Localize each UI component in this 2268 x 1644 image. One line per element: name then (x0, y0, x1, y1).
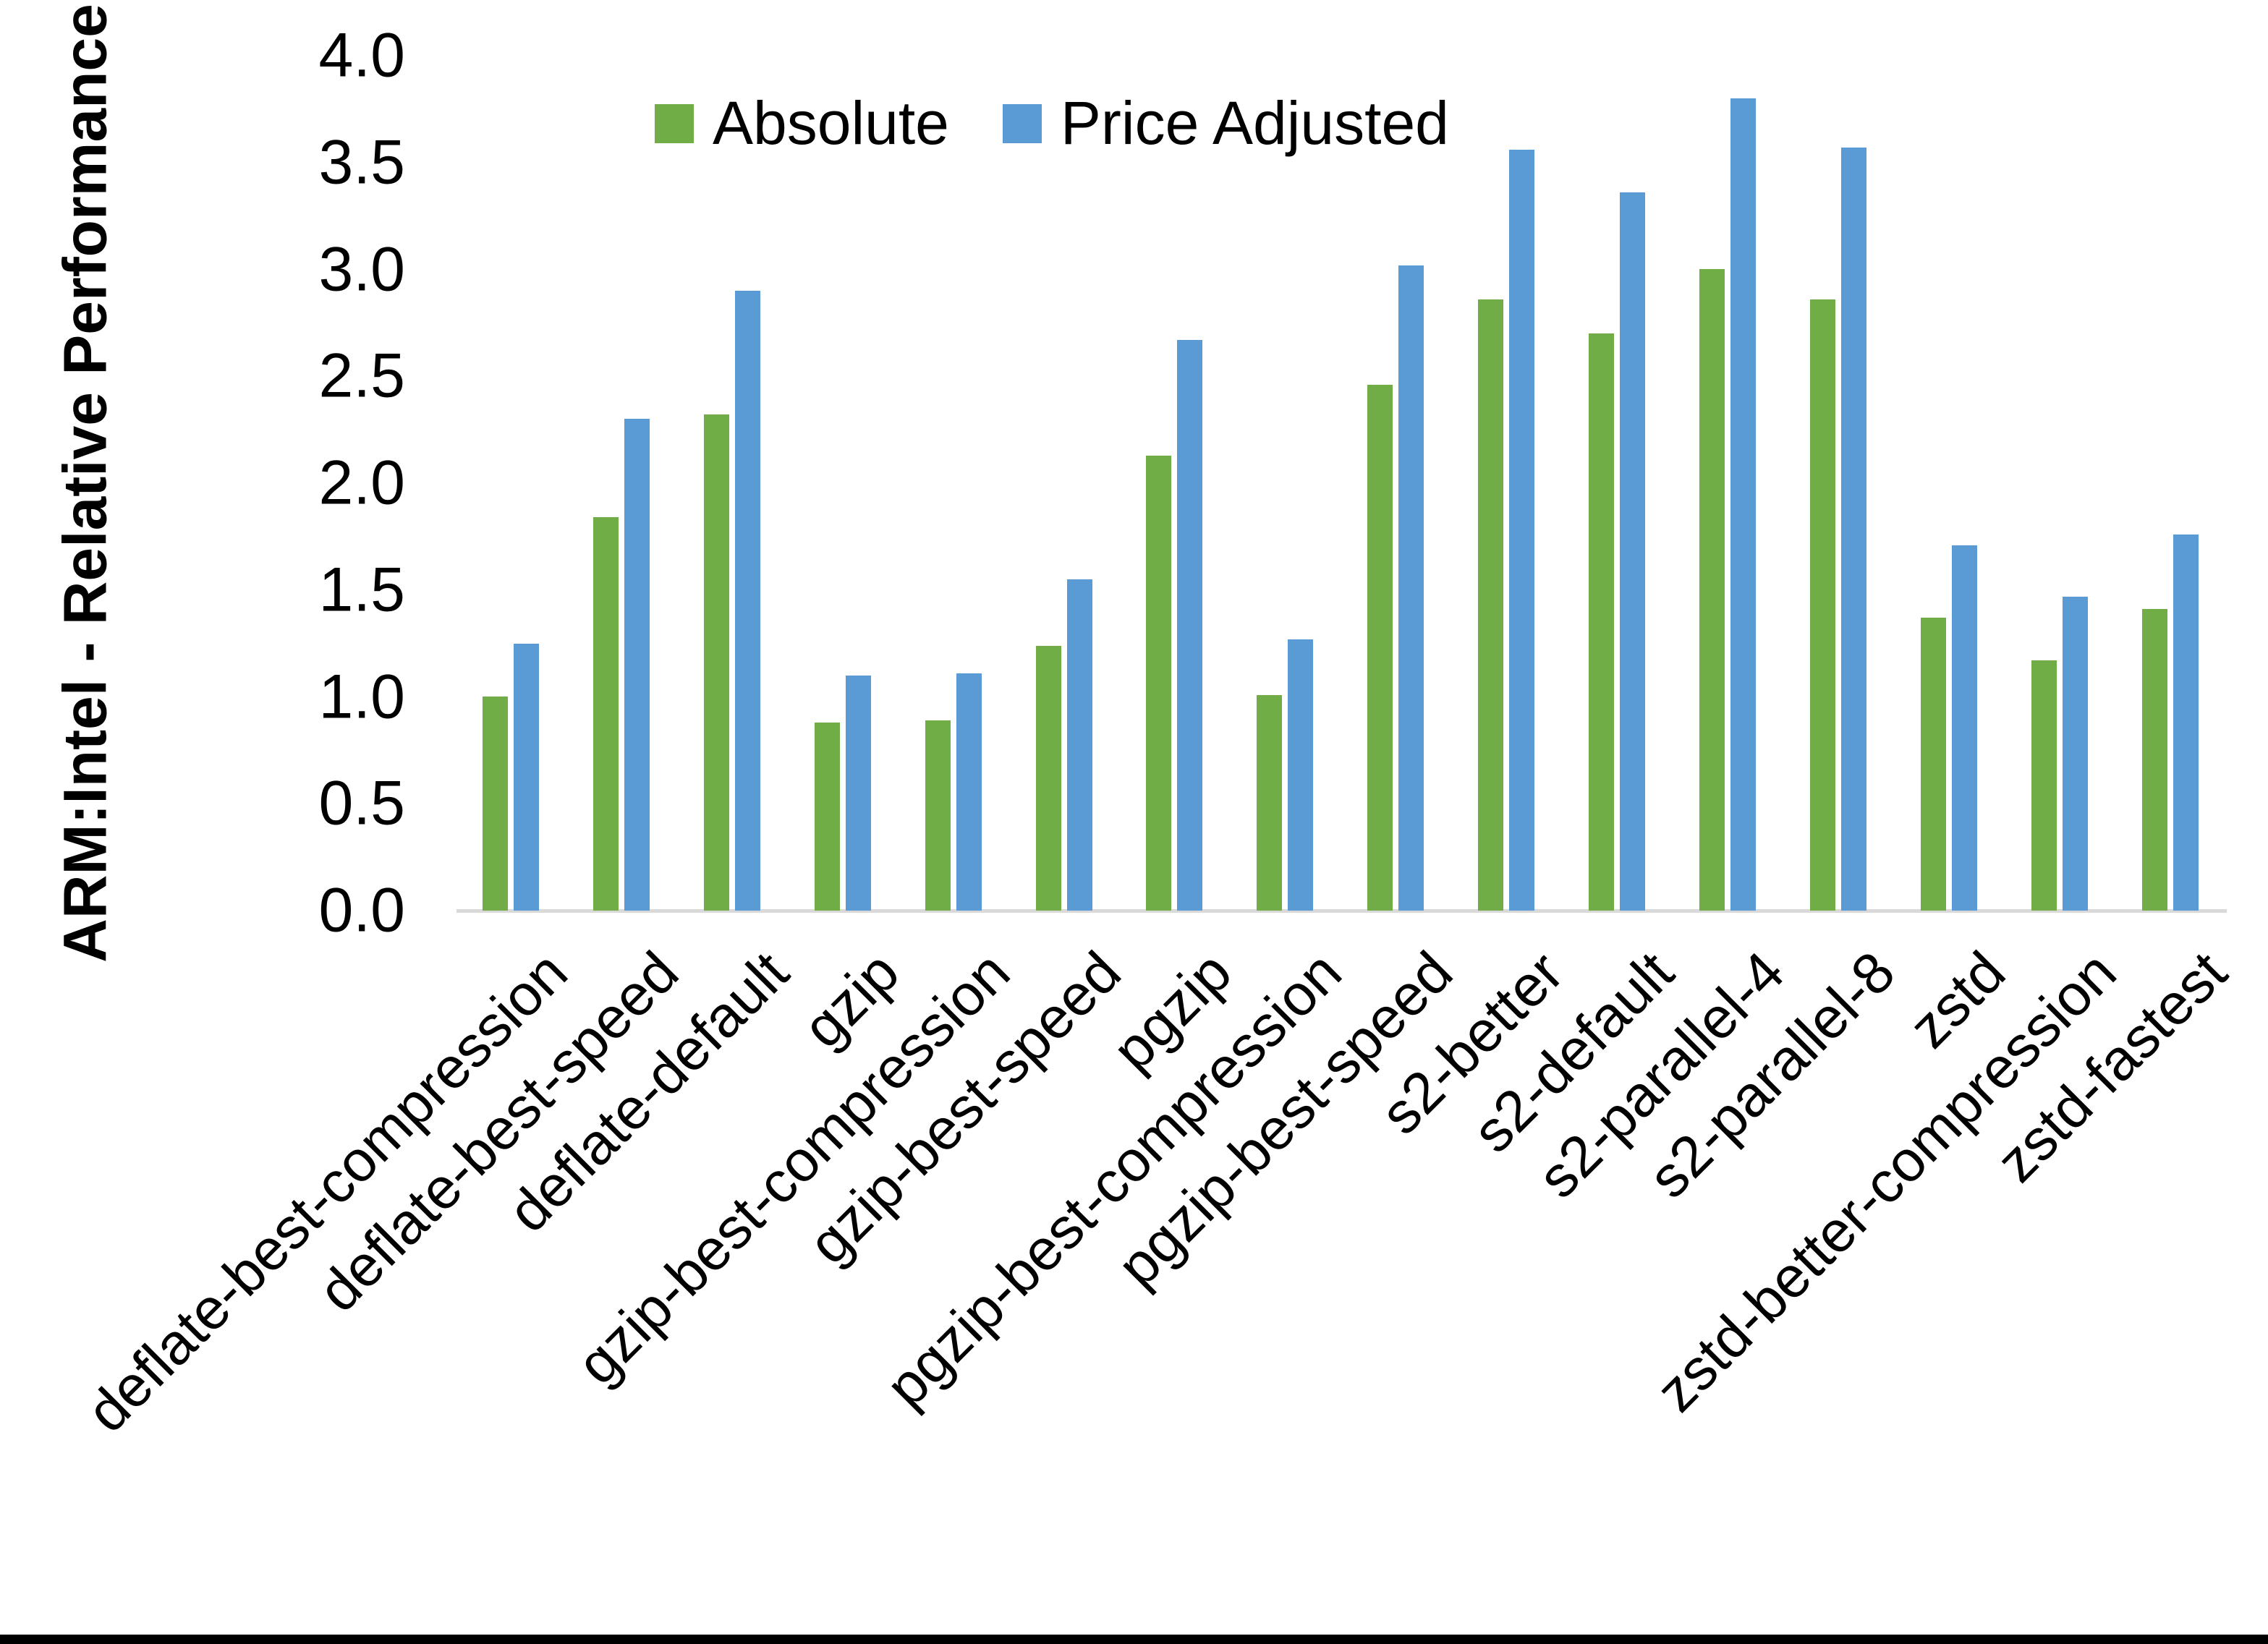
bar-price-adjusted-zstd (1952, 545, 1977, 911)
bar-price-adjusted-zstd-better-compression (2063, 597, 2088, 911)
bar-absolute-zstd-better-compression (2031, 660, 2057, 911)
y-tick-label-3.5: 3.5 (318, 127, 405, 197)
legend-swatch-absolute (655, 103, 694, 143)
bar-price-adjusted-pgzip (1177, 340, 1202, 911)
y-tick-label-1.5: 1.5 (318, 555, 405, 625)
y-tick-label-3.0: 3.0 (318, 234, 405, 304)
bar-absolute-s2-parallel-4 (1699, 269, 1725, 911)
legend-item-price-adjusted: Price Adjusted (1002, 88, 1449, 158)
y-tick-label-1.0: 1.0 (318, 662, 405, 732)
bar-price-adjusted-gzip-best-speed (1067, 579, 1092, 911)
bar-absolute-gzip (815, 723, 840, 911)
bar-price-adjusted-s2-parallel-4 (1730, 98, 1756, 911)
bar-price-adjusted-pgzip-best-compression (1288, 639, 1313, 911)
bar-absolute-gzip-best-compression (925, 720, 951, 911)
bar-price-adjusted-gzip (846, 676, 871, 911)
bar-price-adjusted-gzip-best-compression (956, 673, 982, 911)
bar-absolute-zstd (1921, 618, 1946, 911)
legend: Absolute Price Adjusted (655, 88, 1449, 158)
legend-item-absolute: Absolute (655, 88, 949, 158)
bar-absolute-deflate-best-compression (483, 697, 508, 911)
y-axis-title: ARM:Intel - Relative Performance (51, 4, 119, 963)
bar-price-adjusted-s2-better (1509, 150, 1534, 911)
y-tick-label-2.5: 2.5 (318, 341, 405, 411)
bar-absolute-s2-default (1589, 333, 1614, 911)
bar-price-adjusted-s2-parallel-8 (1841, 148, 1866, 911)
bar-price-adjusted-deflate-best-speed (624, 419, 650, 911)
bar-price-adjusted-s2-default (1620, 192, 1645, 911)
legend-label: Absolute (713, 89, 949, 157)
y-tick-label-0.5: 0.5 (318, 768, 405, 838)
legend-label: Price Adjusted (1060, 89, 1449, 157)
y-tick-label-0.0: 0.0 (318, 875, 405, 945)
bar-price-adjusted-deflate-best-compression (514, 644, 539, 911)
bar-absolute-pgzip-best-compression (1257, 695, 1282, 911)
bar-price-adjusted-zstd-fastest (2173, 534, 2199, 911)
bottom-border-line (0, 1635, 2268, 1644)
x-axis-line (456, 909, 2227, 913)
bar-absolute-deflate-best-speed (593, 517, 619, 911)
bar-price-adjusted-pgzip-best-speed (1398, 265, 1424, 911)
bar-absolute-s2-parallel-8 (1810, 299, 1835, 911)
legend-swatch-price-adjusted (1002, 103, 1042, 143)
bar-absolute-pgzip-best-speed (1367, 385, 1393, 911)
y-tick-label-4.0: 4.0 (318, 20, 405, 90)
bar-absolute-zstd-fastest (2142, 609, 2167, 911)
bar-price-adjusted-deflate-default (735, 291, 760, 911)
bar-absolute-s2-better (1478, 299, 1503, 911)
bar-absolute-pgzip (1146, 456, 1171, 911)
bar-absolute-gzip-best-speed (1036, 646, 1061, 911)
bar-absolute-deflate-default (704, 414, 729, 911)
y-tick-label-2.0: 2.0 (318, 448, 405, 518)
